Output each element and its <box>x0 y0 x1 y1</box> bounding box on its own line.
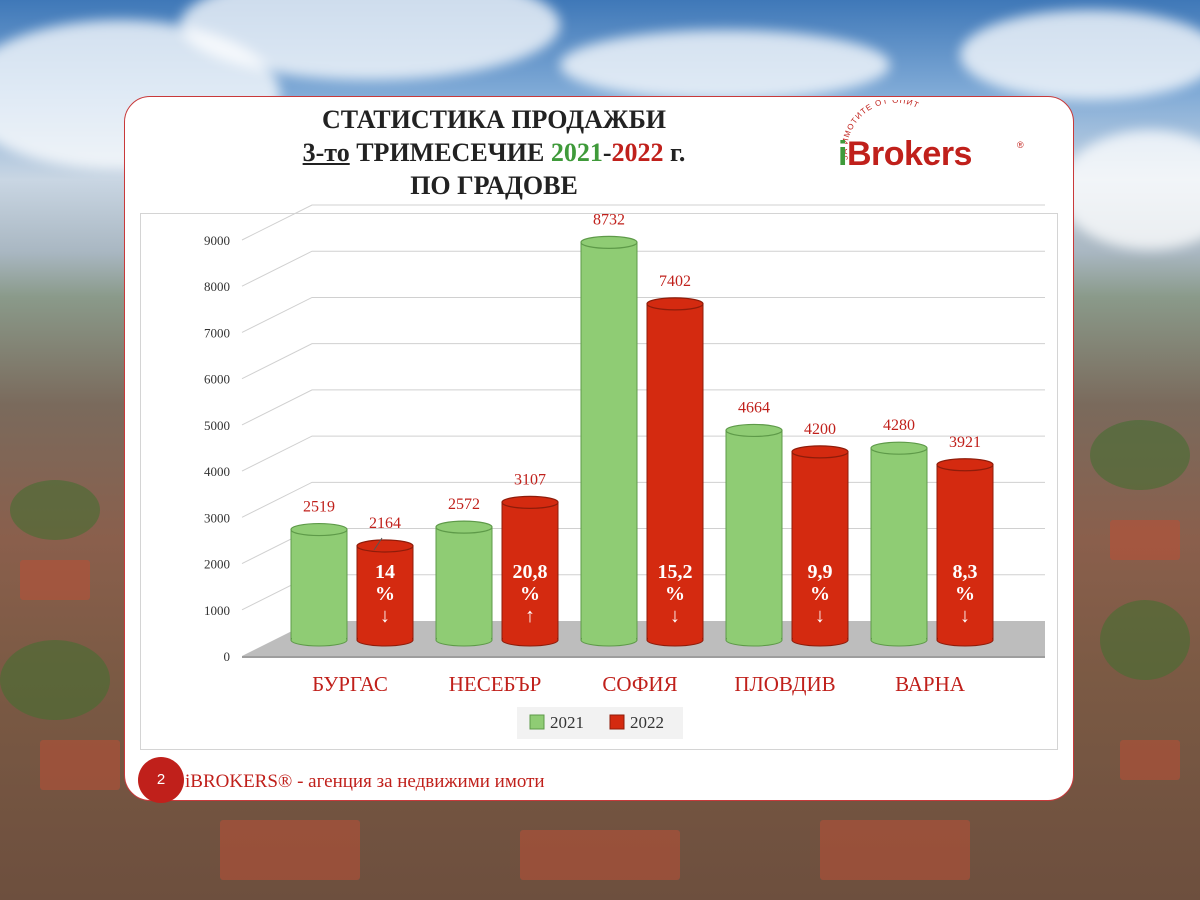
bar-2022-4 <box>936 458 994 647</box>
bar-2021-1-fill <box>437 527 491 640</box>
legend-swatch-2022 <box>609 714 625 730</box>
bar-2022-1 <box>501 495 559 647</box>
bar-2021-3-top <box>725 423 783 438</box>
logo-registered-mark: ® <box>1017 140 1024 150</box>
title-line1: СТАТИСТИКА ПРОДАЖБИ <box>321 105 667 134</box>
change-label: % <box>520 583 540 605</box>
label-leader-line <box>373 537 383 551</box>
y-tick-label: 9000 <box>204 233 230 248</box>
bar-2022-3-fill <box>793 451 847 640</box>
bar-2022-2-top <box>646 297 704 311</box>
y-tick-label: 5000 <box>204 418 230 433</box>
bar-2021-4-top <box>870 441 928 455</box>
brand-logo: ЗА ИМОТИТЕ ОТ ОПИТ <box>840 100 920 161</box>
change-label: % <box>665 583 685 605</box>
data-label-2022: 2164 <box>369 515 401 532</box>
change-label: ↓ <box>380 605 390 627</box>
data-label-2022: 3921 <box>949 434 981 451</box>
bar-2022-3 <box>791 445 849 647</box>
bar-2022-3-top <box>791 445 849 459</box>
bar-2021-2 <box>580 235 638 647</box>
footer-text: iBROKERS® - агенция за недвижими имоти <box>185 771 545 792</box>
data-label-2021: 2519 <box>303 499 335 516</box>
data-label-2021: 4664 <box>738 399 770 416</box>
legend-box <box>517 707 683 739</box>
bar-2021-4-fill <box>872 448 926 640</box>
change-label: ↓ <box>670 605 680 627</box>
bar-2022-4-top <box>936 458 994 472</box>
x-category-label: СОФИЯ <box>602 672 677 696</box>
change-label: 14 <box>375 561 395 583</box>
bar-2021-1-top <box>435 520 493 534</box>
bar-2022-2 <box>646 297 704 647</box>
change-label: 9,9 <box>808 561 833 583</box>
page-title: СТАТИСТИКА ПРОДАЖБИ 3-то ТРИМЕСЕЧИЕ 2021… <box>186 103 802 202</box>
data-label-2022: 7402 <box>659 273 691 290</box>
legend-swatch-2021 <box>529 714 545 730</box>
data-label-2022: 4200 <box>804 421 836 438</box>
bar-2021-0 <box>290 522 348 647</box>
bar-2022-1-fill <box>503 502 557 640</box>
y-tick-label: 7000 <box>204 325 230 340</box>
change-label: ↓ <box>960 605 970 627</box>
y-tick-label: 1000 <box>204 603 230 618</box>
gridline <box>241 389 1045 426</box>
title-line3: ПО ГРАДОВЕ <box>410 171 578 200</box>
change-label: % <box>810 583 830 605</box>
data-label-2021: 8732 <box>593 211 625 228</box>
bar-2022-0-top <box>356 539 414 553</box>
bar-2021-0-fill <box>292 529 346 640</box>
y-tick-label: 0 <box>224 649 231 664</box>
data-label-2021: 4280 <box>883 417 915 434</box>
gridline <box>241 204 1045 241</box>
gridline <box>241 435 1045 472</box>
bar-2021-2-fill <box>582 242 636 640</box>
title-line2: 3-то ТРИМЕСЕЧИЕ 2021-2022 г. <box>302 138 686 167</box>
y-tick-label: 4000 <box>204 464 230 479</box>
chart-floor-edge <box>242 656 1045 658</box>
change-label: 8,3 <box>953 561 978 583</box>
bar-2022-0-fill <box>358 545 412 640</box>
x-category-label: ПЛОВДИВ <box>734 672 835 696</box>
bar-2021-2-top <box>580 235 638 249</box>
gridline <box>241 250 1045 287</box>
bar-2021-4 <box>870 441 928 647</box>
change-label: % <box>375 583 395 605</box>
change-label: ↑ <box>525 605 535 627</box>
change-label: 15,2 <box>658 561 693 583</box>
gridline <box>241 296 1045 333</box>
y-tick-label: 6000 <box>204 372 230 387</box>
bar-2022-0 <box>356 539 414 647</box>
legend-label-2021: 2021 <box>550 713 584 732</box>
change-label: % <box>955 583 975 605</box>
bar-2022-4-fill <box>938 464 992 640</box>
x-category-label: БУРГАС <box>312 672 388 696</box>
change-label: 20,8 <box>513 561 548 583</box>
y-tick-label: 3000 <box>204 510 230 525</box>
bar-2022-1-top <box>501 495 559 509</box>
bar-2021-3-fill <box>727 430 781 640</box>
bar-2021-0-top <box>290 522 348 537</box>
x-category-label: НЕСЕБЪР <box>449 672 542 696</box>
y-tick-label: 2000 <box>204 557 230 572</box>
page-number-badge: 2 <box>138 757 184 803</box>
data-label-2021: 2572 <box>448 496 480 513</box>
x-category-label: ВАРНА <box>895 672 966 696</box>
logo-wordmark: iBrokers <box>838 135 972 173</box>
data-label-2022: 3107 <box>514 471 546 488</box>
bar-2021-1 <box>435 520 493 647</box>
bar-2021-3 <box>725 423 783 647</box>
bar-2022-2-fill <box>648 303 702 640</box>
y-tick-label: 8000 <box>204 279 230 294</box>
change-label: ↓ <box>815 605 825 627</box>
legend-label-2022: 2022 <box>630 713 664 732</box>
gridline <box>241 343 1045 380</box>
